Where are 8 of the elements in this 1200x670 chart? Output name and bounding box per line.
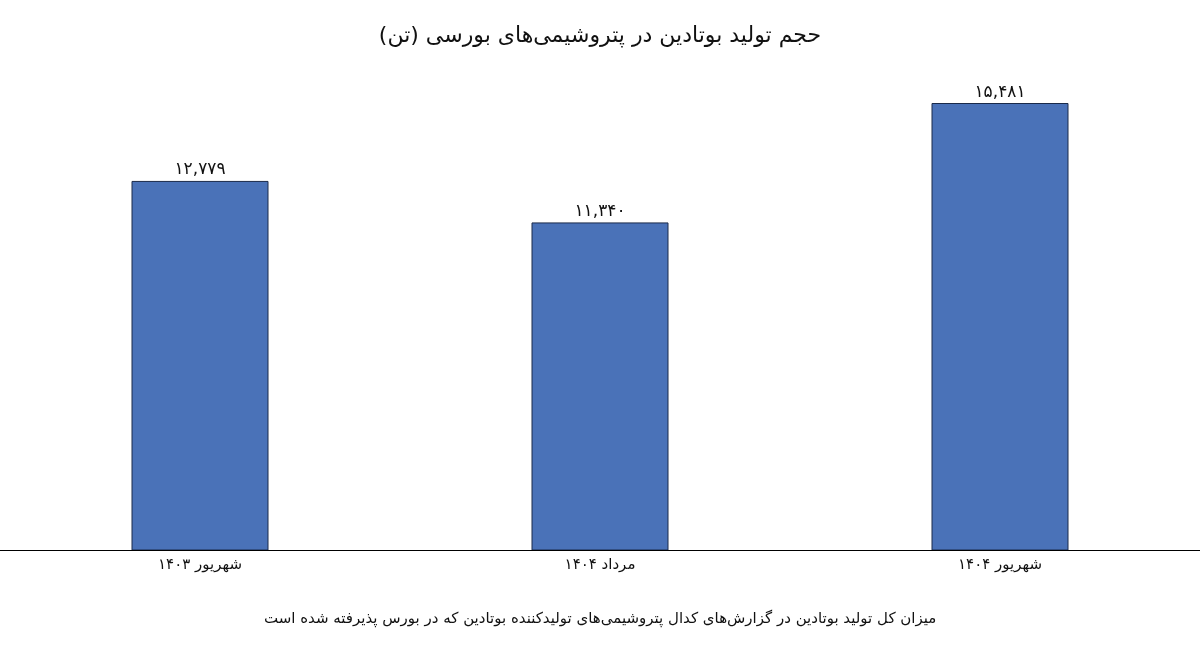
data-label: ۱۲,۷۷۹ [174,158,226,179]
text: میزان کل تولید بوتادین در گزارش‌های کدال پتروشیمی‌های تولیدکننده بوتادین که در بورس پذیرفته شده است [264,609,937,628]
chart-title: حجم تولید بوتادین در پتروشیمی‌های بورسی (تن) [378,22,822,49]
data-label: ۱۱,۳۴۰ [574,199,626,220]
x-tick-label: شهریور ۱۴۰۴ [958,555,1042,573]
x-tick-label: مرداد ۱۴۰۴ [564,555,636,573]
data-label: ۱۵,۴۸۱ [974,80,1026,101]
x-tick-label: شهریور ۱۴۰۳ [158,555,242,573]
